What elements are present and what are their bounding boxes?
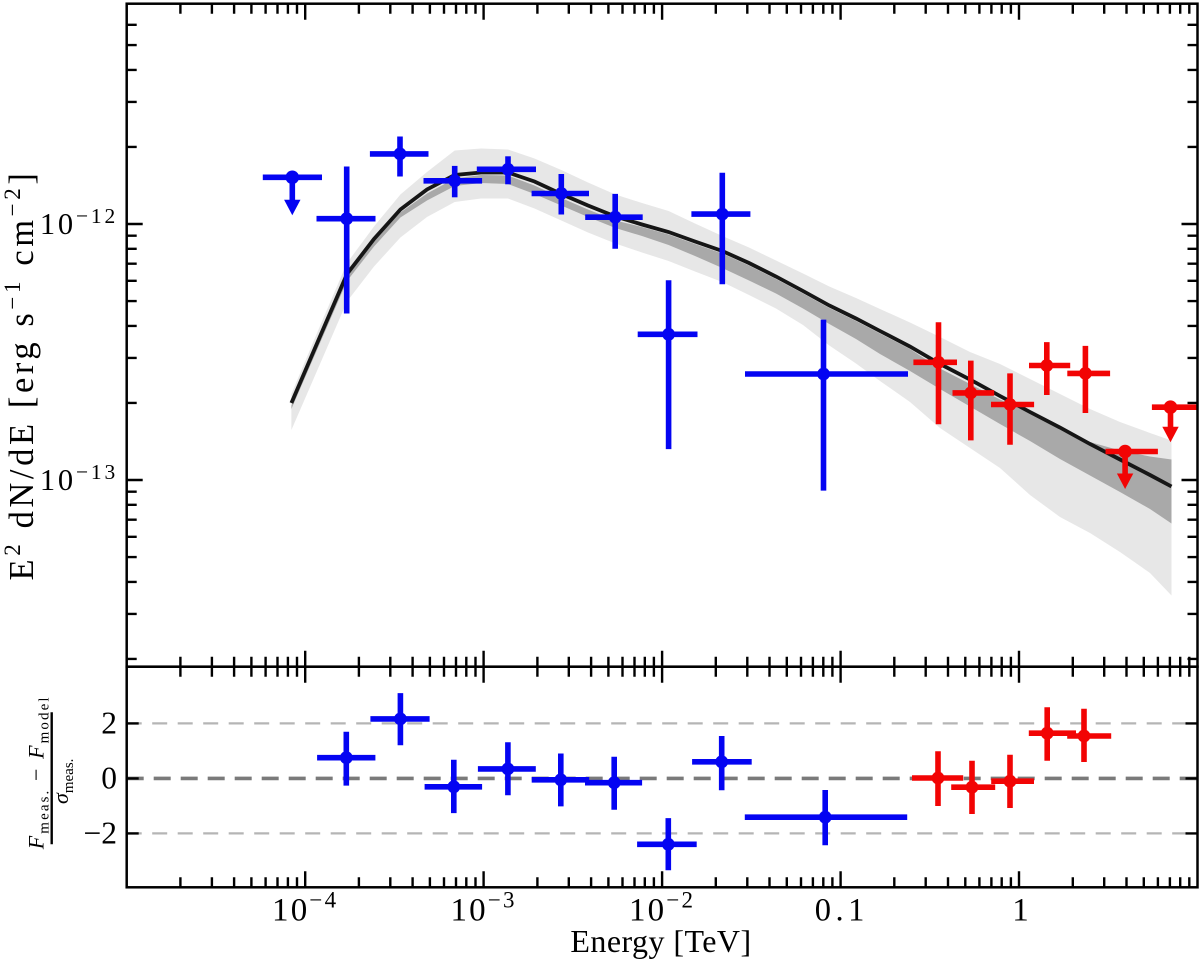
svg-text:1: 1: [1012, 892, 1029, 928]
svg-text:0.1: 0.1: [815, 892, 865, 928]
svg-text:E2 dN/dE [erg s−1 cm−2]: E2 dN/dE [erg s−1 cm−2]: [0, 170, 41, 581]
svg-text:0: 0: [101, 760, 117, 795]
svg-text:−2: −2: [83, 815, 117, 850]
svg-text:Fmeas. − Fmodel: Fmeas. − Fmodel: [24, 695, 53, 850]
svg-text:σmeas.: σmeas.: [48, 759, 77, 804]
svg-text:10−12: 10−12: [40, 204, 118, 241]
svg-text:Energy [TeV]: Energy [TeV]: [570, 923, 751, 959]
svg-text:2: 2: [101, 705, 117, 740]
